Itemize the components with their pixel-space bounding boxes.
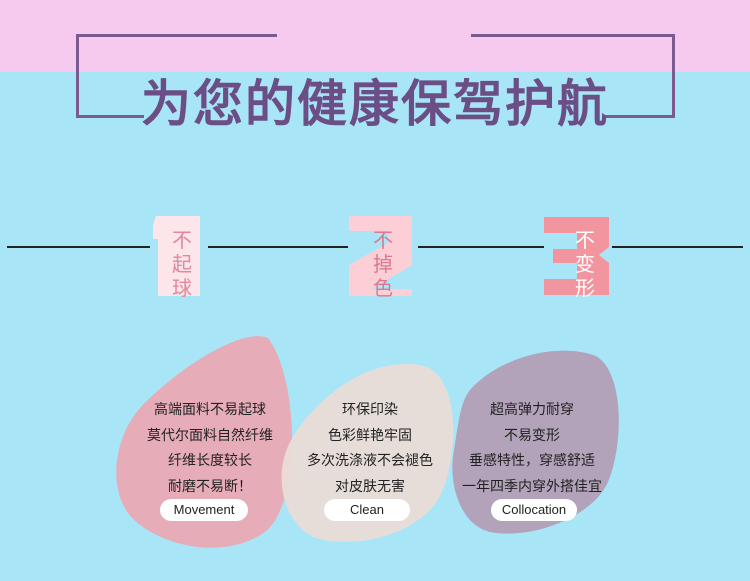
blob-1 xyxy=(116,336,293,548)
divider-line xyxy=(612,246,743,248)
frame-bottom-left xyxy=(76,115,144,118)
divider-line xyxy=(208,246,348,248)
divider-line xyxy=(7,246,150,248)
frame-left xyxy=(76,34,79,118)
number-2-badge xyxy=(349,216,412,296)
clean-tag: Clean xyxy=(324,499,410,521)
frame-bottom-right xyxy=(604,115,675,118)
blob-3 xyxy=(452,350,619,534)
frame-top-left xyxy=(76,34,277,37)
frame-right xyxy=(672,34,675,118)
number-3-badge xyxy=(544,217,609,295)
feature-2-description: 环保印染 色彩鲜艳牢固 多次洗涤液不会褪色 对皮肤无害 xyxy=(307,402,433,495)
feature-1-label: 不起球 xyxy=(172,228,192,300)
collocation-tag: Collocation xyxy=(491,499,577,521)
feature-3-label: 不变形 xyxy=(575,228,595,300)
movement-tag: Movement xyxy=(160,499,248,521)
frame-top-right xyxy=(471,34,675,37)
number-1-badge xyxy=(153,216,200,296)
feature-blobs xyxy=(116,336,619,548)
feature-1-description: 高端面料不易起球 莫代尔面料自然纤维 纤维长度较长 耐磨不易断！ xyxy=(147,402,273,495)
feature-3-description: 超高弹力耐穿 不易变形 垂感特性，穿感舒适 一年四季内穿外搭佳宜 xyxy=(462,402,602,495)
page-title: 为您的健康保驾护航 xyxy=(141,74,609,133)
blob-2 xyxy=(281,363,454,542)
divider-line xyxy=(418,246,544,248)
feature-2-label: 不掉色 xyxy=(373,228,393,300)
